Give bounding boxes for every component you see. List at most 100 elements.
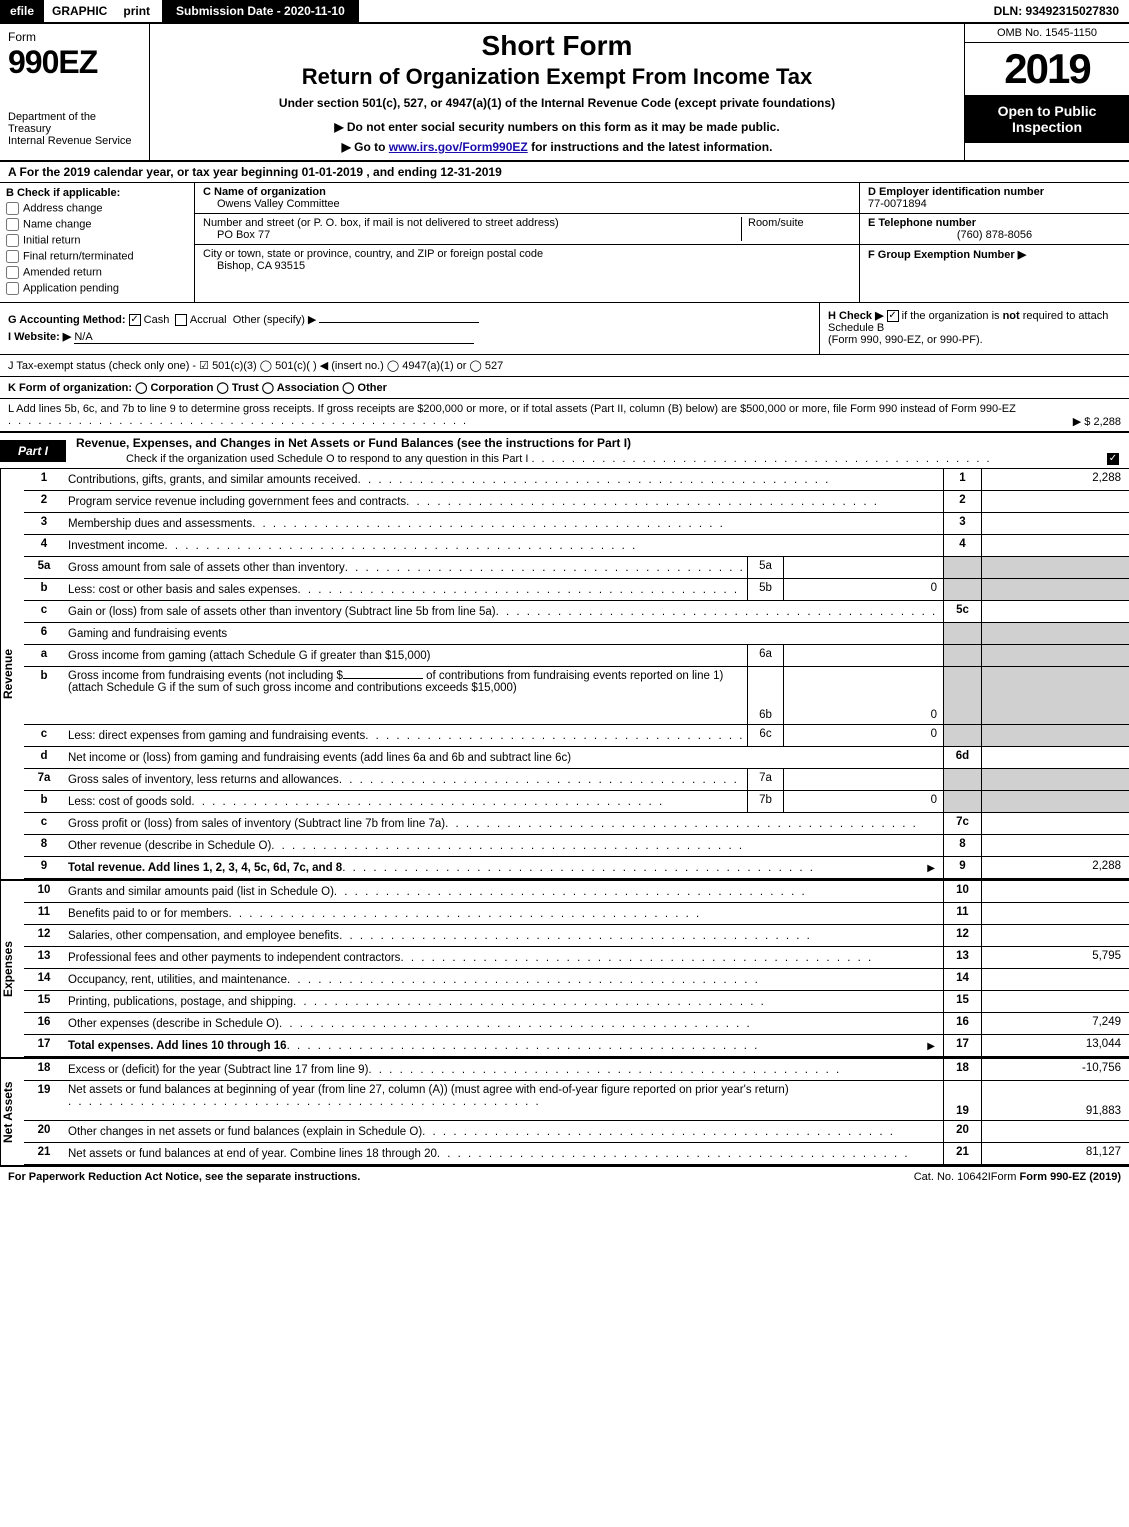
line-g-label: G Accounting Method:	[8, 314, 126, 326]
section-bcdef: B Check if applicable: Address change Na…	[0, 183, 1129, 303]
row-14: 14Occupancy, rent, utilities, and mainte…	[24, 969, 1129, 991]
chk-application-pending[interactable]: Application pending	[6, 282, 188, 295]
row-20: 20Other changes in net assets or fund ba…	[24, 1121, 1129, 1143]
irs-link[interactable]: www.irs.gov/Form990EZ	[389, 140, 528, 154]
chk-amended-return[interactable]: Amended return	[6, 266, 188, 279]
section-c: C Name of organization Owens Valley Comm…	[195, 183, 859, 302]
amt-2	[981, 491, 1129, 512]
row-6: 6Gaming and fundraising events	[24, 623, 1129, 645]
row-11: 11Benefits paid to or for members11	[24, 903, 1129, 925]
street-label: Number and street (or P. O. box, if mail…	[203, 217, 741, 229]
goto-line: ▶ Go to www.irs.gov/Form990EZ for instru…	[160, 140, 954, 154]
row-7b: bLess: cost of goods sold7b0	[24, 791, 1129, 813]
chk-initial-return[interactable]: Initial return	[6, 234, 188, 247]
amt-17: 13,044	[981, 1035, 1129, 1056]
val-6b: 0	[783, 667, 943, 724]
netassets-side-label: Net Assets	[0, 1059, 24, 1165]
row-8: 8Other revenue (describe in Schedule O)8	[24, 835, 1129, 857]
expenses-section: Expenses 10Grants and similar amounts pa…	[0, 879, 1129, 1057]
tel-value: (760) 878-8056	[868, 229, 1121, 241]
val-5a	[783, 557, 943, 578]
amt-12	[981, 925, 1129, 946]
row-7c: cGross profit or (loss) from sales of in…	[24, 813, 1129, 835]
dln-value: DLN: 93492315027830	[984, 0, 1129, 22]
row-13: 13Professional fees and other payments t…	[24, 947, 1129, 969]
amt-13: 5,795	[981, 947, 1129, 968]
short-form-title: Short Form	[160, 30, 954, 62]
ein-value: 77-0071894	[868, 198, 1121, 210]
form-header: Form 990EZ Department of the Treasury In…	[0, 24, 1129, 162]
section-def: D Employer identification number 77-0071…	[859, 183, 1129, 302]
goto-post: for instructions and the latest informat…	[528, 140, 773, 154]
chk-name-change[interactable]: Name change	[6, 218, 188, 231]
chk-final-return[interactable]: Final return/terminated	[6, 250, 188, 263]
chk-final-return-box[interactable]	[6, 250, 19, 263]
section-b: B Check if applicable: Address change Na…	[0, 183, 195, 302]
ein-label: D Employer identification number	[868, 186, 1121, 198]
chk-amended-return-box[interactable]	[6, 266, 19, 279]
line-k-text: K Form of organization: ◯ Corporation ◯ …	[8, 382, 387, 394]
revenue-section: Revenue 1Contributions, gifts, grants, a…	[0, 469, 1129, 879]
group-exemption-row: F Group Exemption Number ▶	[860, 245, 1129, 264]
line-l-amount: ▶ $ 2,288	[1073, 415, 1121, 428]
row-10: 10Grants and similar amounts paid (list …	[24, 881, 1129, 903]
dept-treasury: Department of the Treasury	[8, 111, 141, 135]
row-12: 12Salaries, other compensation, and empl…	[24, 925, 1129, 947]
under-section: Under section 501(c), 527, or 4947(a)(1)…	[160, 96, 954, 110]
line-g: G Accounting Method: ✓ Cash Accrual Othe…	[8, 313, 811, 326]
row-3: 3Membership dues and assessments3	[24, 513, 1129, 535]
cat-number: Cat. No. 10642I	[914, 1171, 991, 1183]
cash-label: Cash	[144, 314, 170, 326]
amt-6d	[981, 747, 1129, 768]
row-2: 2Program service revenue including gover…	[24, 491, 1129, 513]
row-7a: 7aGross sales of inventory, less returns…	[24, 769, 1129, 791]
accrual-checkbox[interactable]	[175, 314, 187, 326]
h-not: not	[1003, 310, 1020, 322]
row-6b: bGross income from fundraising events (n…	[24, 667, 1129, 725]
line-a: A For the 2019 calendar year, or tax yea…	[0, 162, 1129, 183]
other-specify-input[interactable]	[319, 322, 479, 323]
city-value: Bishop, CA 93515	[203, 260, 543, 272]
form-word: Form	[8, 30, 141, 44]
arrow-icon	[923, 862, 939, 874]
print-link[interactable]: print	[115, 0, 158, 22]
h-checkbox[interactable]: ✓	[887, 310, 899, 322]
chk-application-pending-box[interactable]	[6, 282, 19, 295]
chk-name-change-box[interactable]	[6, 218, 19, 231]
row-6d: dNet income or (loss) from gaming and fu…	[24, 747, 1129, 769]
city-label: City or town, state or province, country…	[203, 248, 543, 260]
row-5c: cGain or (loss) from sale of assets othe…	[24, 601, 1129, 623]
amt-7c	[981, 813, 1129, 834]
row-17: 17Total expenses. Add lines 10 through 1…	[24, 1035, 1129, 1057]
netassets-section: Net Assets 18Excess or (deficit) for the…	[0, 1057, 1129, 1165]
amt-4	[981, 535, 1129, 556]
mid-left: G Accounting Method: ✓ Cash Accrual Othe…	[0, 303, 819, 354]
group-exemption-label: F Group Exemption Number ▶	[868, 249, 1026, 261]
other-label: Other (specify) ▶	[233, 314, 317, 326]
form-ref: Form Form 990-EZ (2019)	[991, 1171, 1121, 1183]
amt-16: 7,249	[981, 1013, 1129, 1034]
chk-address-change-box[interactable]	[6, 202, 19, 215]
tel-row: E Telephone number (760) 878-8056	[860, 214, 1129, 245]
efile-label: efile	[0, 0, 44, 22]
header-center: Short Form Return of Organization Exempt…	[150, 24, 964, 160]
line-h: H Check ▶ ✓ if the organization is not r…	[819, 303, 1129, 354]
amt-11	[981, 903, 1129, 924]
chk-address-change[interactable]: Address change	[6, 202, 188, 215]
submission-date: Submission Date - 2020-11-10	[162, 0, 359, 22]
chk-initial-return-box[interactable]	[6, 234, 19, 247]
section-ghi: G Accounting Method: ✓ Cash Accrual Othe…	[0, 303, 1129, 355]
row-5a: 5aGross amount from sale of assets other…	[24, 557, 1129, 579]
cash-checkbox[interactable]: ✓	[129, 314, 141, 326]
arrow-icon	[923, 1040, 939, 1052]
6b-contrib-input[interactable]	[343, 678, 423, 679]
irs-label: Internal Revenue Service	[8, 135, 141, 147]
org-name-label: C Name of organization	[203, 186, 851, 198]
amt-1: 2,288	[981, 469, 1129, 490]
row-5b: bLess: cost or other basis and sales exp…	[24, 579, 1129, 601]
row-21: 21Net assets or fund balances at end of …	[24, 1143, 1129, 1165]
row-15: 15Printing, publications, postage, and s…	[24, 991, 1129, 1013]
part1-checkbox[interactable]: ✓	[1107, 453, 1119, 465]
h-text2: if the organization is	[902, 310, 1003, 322]
sec-b-header: B Check if applicable:	[6, 187, 120, 199]
